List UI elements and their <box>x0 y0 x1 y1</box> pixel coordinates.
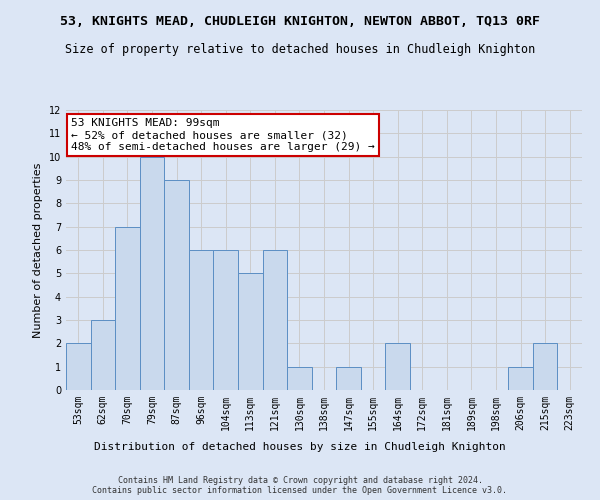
Bar <box>263 250 287 390</box>
Text: Size of property relative to detached houses in Chudleigh Knighton: Size of property relative to detached ho… <box>65 42 535 56</box>
Text: Contains HM Land Registry data © Crown copyright and database right 2024.
Contai: Contains HM Land Registry data © Crown c… <box>92 476 508 495</box>
Bar <box>238 274 263 390</box>
Bar <box>115 226 140 390</box>
Bar <box>287 366 312 390</box>
Bar <box>66 344 91 390</box>
Bar <box>533 344 557 390</box>
Text: 53 KNIGHTS MEAD: 99sqm
← 52% of detached houses are smaller (32)
48% of semi-det: 53 KNIGHTS MEAD: 99sqm ← 52% of detached… <box>71 118 375 152</box>
Text: Distribution of detached houses by size in Chudleigh Knighton: Distribution of detached houses by size … <box>94 442 506 452</box>
Y-axis label: Number of detached properties: Number of detached properties <box>33 162 43 338</box>
Bar <box>91 320 115 390</box>
Bar <box>189 250 214 390</box>
Bar <box>164 180 189 390</box>
Bar <box>140 156 164 390</box>
Bar <box>508 366 533 390</box>
Bar <box>336 366 361 390</box>
Bar <box>214 250 238 390</box>
Bar <box>385 344 410 390</box>
Text: 53, KNIGHTS MEAD, CHUDLEIGH KNIGHTON, NEWTON ABBOT, TQ13 0RF: 53, KNIGHTS MEAD, CHUDLEIGH KNIGHTON, NE… <box>60 15 540 28</box>
